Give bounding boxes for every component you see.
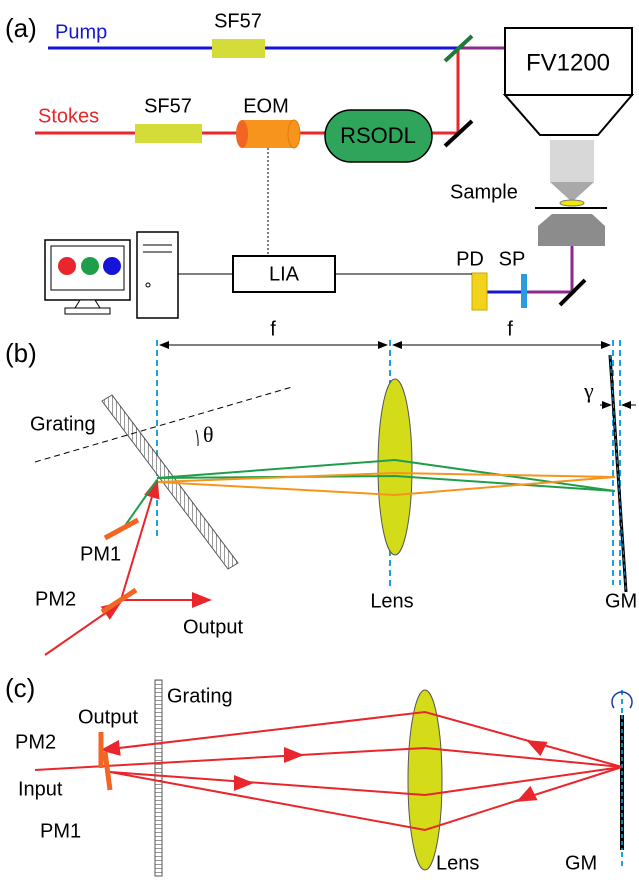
arrow [518,800,520,801]
panel-label: (b) [5,338,37,368]
sample-label: Sample [450,181,518,203]
pm2-label: PM2 [35,588,76,610]
rsodl-label: RSODL [340,123,416,148]
eom-body [242,120,294,148]
pm2-label: PM2 [15,731,56,753]
gm-label: GM [565,852,597,874]
panel-a: (a) Pump SF57 Stokes SF57 EOM RSODL FV12… [5,10,632,318]
input-label: Input [18,778,63,800]
gm-label: GM [605,590,637,612]
sp-filter [521,274,527,308]
rays [35,712,622,830]
photodiode [472,273,487,310]
panel-label: (c) [5,673,35,703]
filter-label: SF57 [214,10,262,32]
lia-label: LIA [269,263,300,285]
output-label: Output [183,616,243,638]
ray [110,767,622,830]
blue-dot [103,257,121,275]
pm1-mirror [105,520,138,538]
panel-label: (a) [5,13,37,43]
microscope-label: FV1200 [526,49,610,76]
pm1-label: PM1 [40,820,81,842]
focal-label: f [270,318,276,340]
monitor-stand [65,300,110,314]
theta-label: θ [203,422,214,447]
stokes-filter [135,124,202,143]
eom-end [288,120,300,148]
pump-label: Pump [55,21,107,43]
panel-c: (c) Grating Output PM2 Input PM1 Lens GM [5,673,632,876]
grating-label: Grating [167,685,233,707]
output-label: Output [78,706,138,728]
pump-filter [212,39,265,58]
pd-label: PD [456,248,484,270]
lens [408,690,442,870]
eom-label: EOM [243,95,289,117]
objective-tip [550,182,594,202]
lens-label: Lens [370,590,413,612]
lens [378,379,412,555]
pm1-label: PM1 [80,543,121,565]
stokes-label: Stokes [38,105,99,127]
green-dot [81,257,99,275]
gamma-label: γ [583,378,594,403]
focal-label: f [507,318,513,340]
ray [35,748,622,770]
grating-label: Grating [30,413,96,435]
filter-label: SF57 [144,95,192,117]
pm1-mirror [105,752,110,790]
input-ray [120,480,157,603]
eom-face [236,120,248,148]
condenser [538,214,605,246]
microscope-body [505,95,632,135]
lens-label: Lens [436,852,479,874]
grating [155,680,162,876]
panel-b: (b) f f Grating θ γ PM1 PM2 Output Lens … [5,318,637,655]
sample-spot [560,200,584,206]
arrow [528,741,530,742]
objective [550,140,594,182]
input-ray [45,603,120,655]
sp-label: SP [499,248,526,270]
red-dot [58,257,76,275]
theta-arc [196,430,198,446]
diagram: (a) Pump SF57 Stokes SF57 EOM RSODL FV12… [0,0,639,880]
return-ray [122,480,157,530]
